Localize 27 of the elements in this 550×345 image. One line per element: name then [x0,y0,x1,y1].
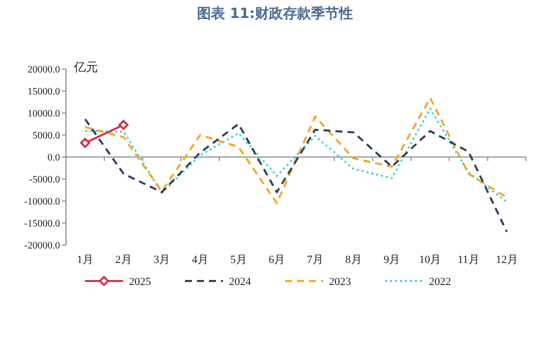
y-axis-title: 亿元 [73,60,98,74]
legend-label: 2024 [229,276,252,288]
legend-label: 2025 [129,276,152,288]
x-tick-label: 12月 [496,254,518,266]
y-tick-label: -15000.0 [24,218,60,230]
x-tick-label: 4月 [192,254,208,266]
x-tick-label: 7月 [306,254,324,266]
y-tick-label: 5000.0 [32,130,60,142]
x-tick-label: 9月 [384,254,400,266]
x-tick-label: 2月 [115,254,132,266]
y-tick-label: -5000.0 [29,174,60,186]
y-tick-label: 20000.0 [28,64,60,76]
x-tick-label: 6月 [268,254,286,266]
x-tick-label: 8月 [345,254,362,266]
x-tick-label: 1月 [76,254,94,266]
x-tick-label: 11月 [458,254,480,266]
x-tick-label: 3月 [154,254,170,266]
y-tick-label: 15000.0 [28,86,60,98]
legend-label: 2023 [329,276,352,288]
chart-title: 图表 11:财政存款季节性 [197,5,353,22]
x-tick-label: 10月 [419,254,442,266]
y-tick-label: -10000.0 [24,196,60,208]
legend-label: 2022 [429,276,451,288]
y-tick-label: 10000.0 [28,108,60,120]
y-tick-label: 0.0 [48,152,60,164]
x-tick-label: 5月 [230,254,247,266]
y-tick-label: -20000.0 [24,240,60,252]
